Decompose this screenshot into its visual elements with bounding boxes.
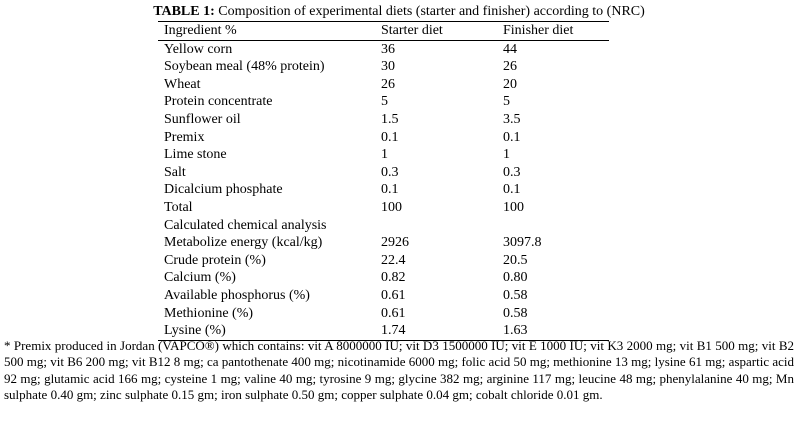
table-row: Methionine (%) 0.61 0.58: [158, 305, 609, 323]
starter-value-cell: 30: [381, 59, 395, 75]
ingredient-cell: Salt: [164, 164, 186, 180]
table-row: Available phosphorus (%) 0.61 0.58: [158, 287, 609, 305]
starter-value-cell: 0.1: [381, 182, 399, 198]
starter-value-cell: [375, 217, 497, 235]
finisher-value-cell: 26: [503, 59, 517, 75]
finisher-value-cell: 0.58: [503, 287, 528, 303]
table-row: Crude protein (%) 22.4 20.5: [158, 252, 609, 270]
finisher-value-cell: 3.5: [503, 111, 521, 127]
header-ingredient: Ingredient %: [158, 21, 375, 41]
table-row: Premix 0.1 0.1: [158, 129, 609, 147]
starter-value-cell: 26: [381, 76, 395, 92]
finisher-value-cell: 100: [503, 199, 524, 215]
finisher-value-cell: 0.3: [503, 164, 521, 180]
table-row: Sunflower oil 1.5 3.5: [158, 111, 609, 129]
starter-value-cell: 0.61: [381, 305, 406, 321]
table-row: Salt 0.3 0.3: [158, 164, 609, 182]
table-row: Lime stone 1 1: [158, 146, 609, 164]
ingredient-cell: Lime stone: [164, 147, 227, 163]
finisher-value-cell: 0.58: [503, 305, 528, 321]
finisher-value-cell: 1: [503, 147, 510, 163]
table-row: Metabolize energy (kcal/kg) 2926 3097.8: [158, 234, 609, 252]
finisher-value-cell: 0.80: [503, 270, 528, 286]
table-row: Wheat 26 20: [158, 76, 609, 94]
starter-value-cell: 1.5: [381, 111, 399, 127]
table-row: Calcium (%) 0.82 0.80: [158, 269, 609, 287]
ingredient-cell: Yellow corn: [164, 41, 233, 57]
table-caption: TABLE 1: Composition of experimental die…: [0, 4, 798, 20]
ingredient-cell: Methionine (%): [164, 305, 254, 321]
finisher-value-cell: 0.1: [503, 129, 521, 145]
table-row: Calculated chemical analysis: [158, 217, 609, 235]
finisher-value-cell: 0.1: [503, 182, 521, 198]
table-row: Protein concentrate 5 5: [158, 93, 609, 111]
starter-value-cell: 1: [381, 147, 388, 163]
ingredient-cell: Protein concentrate: [164, 94, 273, 110]
diet-composition-table: Ingredient % Starter diet Finisher diet …: [158, 21, 609, 341]
header-starter-diet: Starter diet: [375, 21, 497, 41]
ingredient-cell: Premix: [164, 129, 205, 145]
finisher-value-cell: 3097.8: [503, 235, 542, 251]
starter-value-cell: 0.61: [381, 287, 406, 303]
ingredient-cell: Total: [164, 199, 193, 215]
table-row: Yellow corn 36 44: [158, 40, 609, 58]
table-caption-label: TABLE 1:: [153, 4, 215, 19]
finisher-value-cell: 44: [503, 41, 517, 57]
ingredient-cell: Calcium (%): [164, 270, 236, 286]
ingredient-cell: Crude protein (%): [164, 252, 266, 268]
table-row: Lysine (%) 1.74 1.63: [158, 322, 609, 341]
header-finisher-diet: Finisher diet: [497, 21, 609, 41]
starter-value-cell: 2926: [381, 235, 409, 251]
finisher-value-cell: 1.63: [497, 322, 609, 341]
ingredient-cell: Lysine (%): [158, 322, 375, 341]
starter-value-cell: 5: [381, 94, 388, 110]
finisher-value-cell: 20: [503, 76, 517, 92]
finisher-value-cell: 20.5: [503, 252, 528, 268]
ingredient-cell: Dicalcium phosphate: [164, 182, 283, 198]
table-row: Dicalcium phosphate 0.1 0.1: [158, 181, 609, 199]
ingredient-cell: Wheat: [164, 76, 201, 92]
ingredient-cell: Available phosphorus (%): [164, 287, 310, 303]
table-caption-text: Composition of experimental diets (start…: [214, 4, 645, 19]
table-body: Yellow corn 36 44 Soybean meal (48% protein…: [158, 40, 609, 341]
starter-value-cell: 0.3: [381, 164, 399, 180]
table-row: Soybean meal (48% protein) 30 26: [158, 58, 609, 76]
starter-value-cell: 0.82: [381, 270, 406, 286]
starter-value-cell: 1.74: [375, 322, 497, 341]
starter-value-cell: 22.4: [381, 252, 406, 268]
ingredient-cell: Sunflower oil: [164, 111, 241, 127]
finisher-value-cell: [497, 217, 609, 235]
premix-footnote: * Premix produced in Jordan (VAPCO®) whi…: [4, 338, 794, 402]
ingredient-cell: Calculated chemical analysis: [164, 217, 327, 233]
finisher-value-cell: 5: [503, 94, 510, 110]
ingredient-cell: Metabolize energy (kcal/kg): [164, 235, 323, 251]
ingredient-cell: Soybean meal (48% protein): [164, 59, 325, 75]
starter-value-cell: 0.1: [381, 129, 399, 145]
starter-value-cell: 36: [381, 41, 395, 57]
starter-value-cell: 100: [381, 199, 402, 215]
table-row: Total 100 100: [158, 199, 609, 217]
table-header-row: Ingredient % Starter diet Finisher diet: [158, 21, 609, 41]
